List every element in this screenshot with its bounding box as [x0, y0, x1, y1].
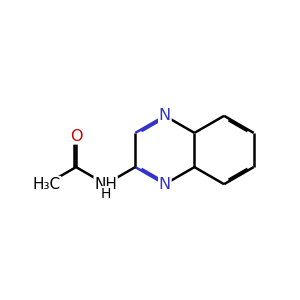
Text: O: O: [70, 129, 82, 144]
Text: H: H: [100, 187, 111, 201]
Text: N: N: [159, 108, 171, 123]
Text: N: N: [159, 177, 171, 192]
Text: H₃C: H₃C: [32, 177, 61, 192]
Text: NH: NH: [94, 177, 117, 192]
